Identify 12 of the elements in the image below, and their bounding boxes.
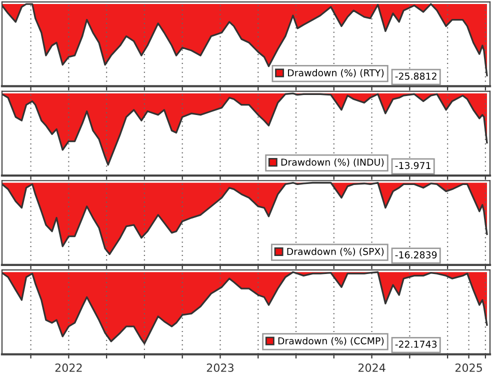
legend-label: Drawdown (%) (CCMP)	[278, 337, 384, 346]
legend-label: Drawdown (%) (RTY)	[288, 69, 384, 78]
x-tick-label: 2024	[358, 364, 386, 372]
x-tick-label: 2023	[206, 364, 234, 372]
annotation: -25.8812	[395, 72, 436, 80]
x-tick-label: 2022	[55, 364, 82, 372]
annotation: -22.1743	[395, 340, 437, 348]
x-tick-label: 2025	[455, 364, 482, 372]
annotation: -16.2839	[395, 251, 437, 258]
legend-label: Drawdown (%) (INDU)	[281, 158, 384, 167]
annotation: -13.971	[395, 162, 430, 170]
legend-label: Drawdown (%) (SPX)	[287, 248, 384, 256]
